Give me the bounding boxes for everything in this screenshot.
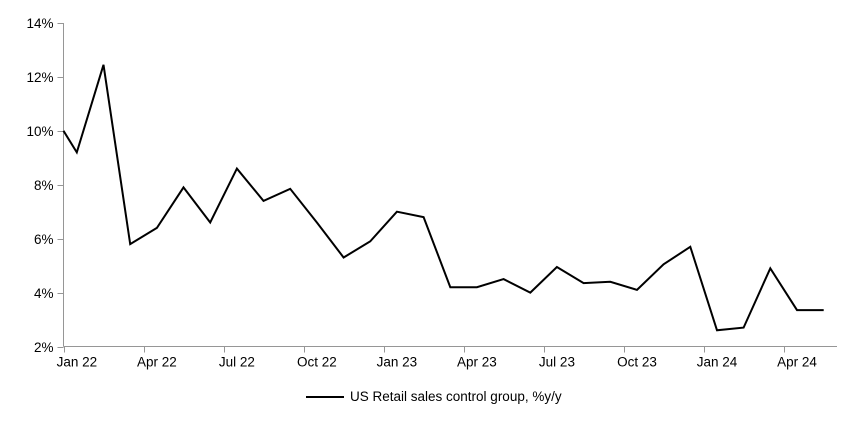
x-tick-label: Apr 22 (137, 355, 177, 370)
x-tick-label: Jul 23 (539, 355, 575, 370)
x-tick-label: Jul 22 (219, 355, 255, 370)
legend-line-swatch (306, 396, 344, 398)
legend-label: US Retail sales control group, %y/y (350, 389, 562, 404)
x-tick-label: Jan 24 (697, 355, 738, 370)
x-tick-label: Oct 23 (617, 355, 657, 370)
x-tick-label: Oct 22 (297, 355, 337, 370)
x-tick-label: Jan 23 (377, 355, 418, 370)
y-tick-label: 6% (34, 232, 54, 247)
y-tick-label: 2% (34, 340, 54, 355)
x-tick-label: Apr 24 (777, 355, 817, 370)
legend: US Retail sales control group, %y/y (306, 389, 562, 405)
x-tick-label: Jan 22 (57, 355, 98, 370)
y-tick-label: 12% (26, 70, 53, 85)
y-tick-label: 8% (34, 178, 54, 193)
y-tick-label: 14% (26, 16, 53, 31)
y-tick-label: 10% (26, 124, 53, 139)
y-tick-label: 4% (34, 286, 54, 301)
x-tick-label: Apr 23 (457, 355, 497, 370)
data-series-line (62, 64, 824, 332)
